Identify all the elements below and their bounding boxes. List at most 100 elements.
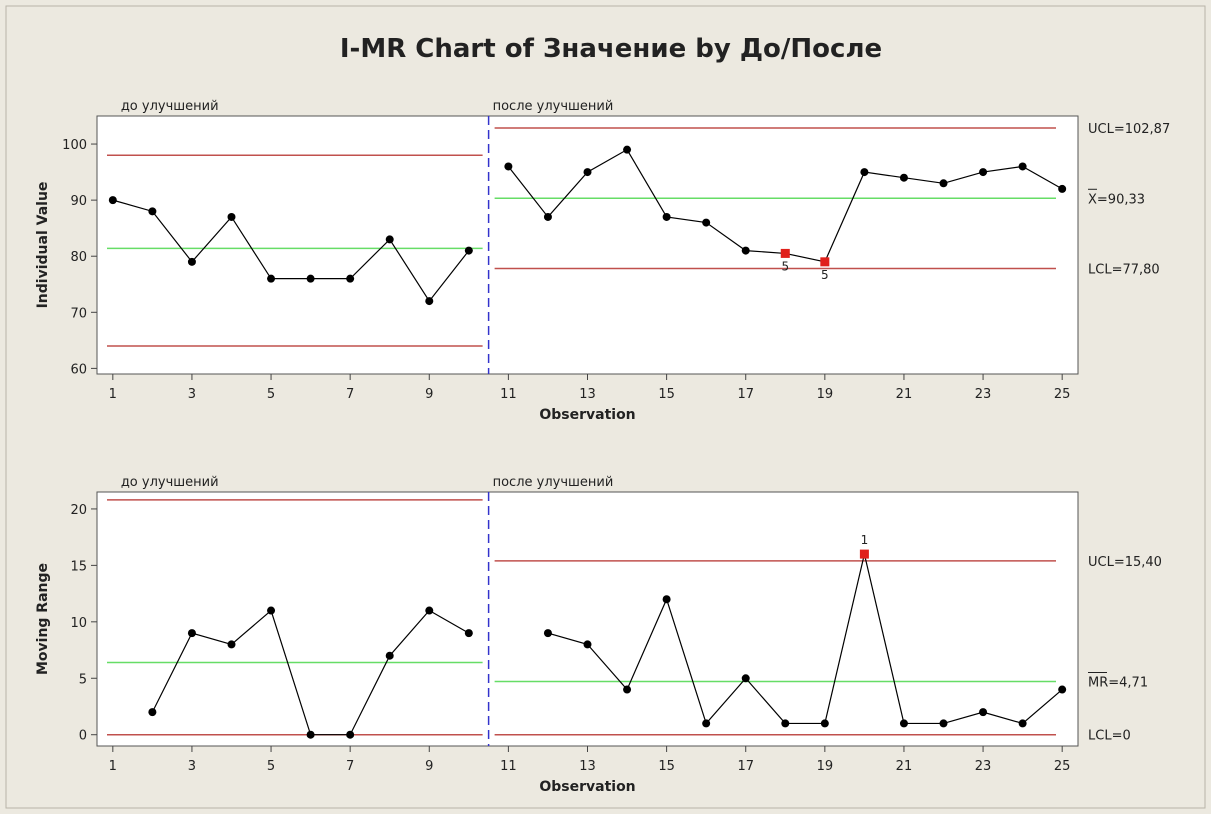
x-tick-label: 5	[267, 759, 275, 774]
y-tick-label: 70	[70, 306, 87, 321]
y-tick-label: 60	[70, 362, 87, 377]
data-point	[346, 274, 355, 283]
data-point	[148, 207, 157, 216]
y-axis-label: Moving Range	[35, 563, 51, 675]
x-tick-label: 25	[1054, 759, 1071, 774]
data-point	[1018, 162, 1027, 171]
chart-border	[5, 5, 1206, 809]
ucl-label: UCL=15,40	[1088, 555, 1162, 570]
ucl-label: UCL=102,87	[1088, 122, 1170, 137]
data-point	[187, 257, 196, 266]
data-point	[385, 651, 394, 660]
stage-label: до улучшений	[121, 99, 219, 114]
data-point	[899, 719, 908, 728]
flag-test-label: 5	[781, 259, 789, 273]
x-tick-label: 7	[346, 759, 354, 774]
y-tick-label: 20	[70, 503, 87, 518]
x-tick-label: 21	[896, 387, 913, 402]
stage-label: до улучшений	[121, 475, 219, 490]
x-tick-label: 23	[975, 759, 992, 774]
data-point	[227, 640, 236, 649]
data-point	[583, 640, 592, 649]
x-tick-label: 9	[425, 387, 433, 402]
data-point	[148, 708, 157, 717]
stage-label: после улучшений	[493, 99, 614, 114]
data-point	[108, 196, 117, 205]
data-point	[1018, 719, 1027, 728]
data-point	[346, 730, 355, 739]
data-point	[543, 212, 552, 221]
x-tick-label: 15	[658, 759, 675, 774]
data-point	[464, 629, 473, 638]
series-line	[112, 199, 470, 303]
x-tick-label: 3	[188, 759, 196, 774]
data-point	[187, 629, 196, 638]
data-point	[504, 162, 513, 171]
data-point	[267, 274, 276, 283]
x-tick-label: 23	[975, 387, 992, 402]
x-tick-label: 11	[500, 759, 517, 774]
data-point	[306, 274, 315, 283]
center-label: X=90,33	[1088, 192, 1145, 207]
data-point	[781, 719, 790, 728]
y-tick-label: 0	[79, 729, 87, 744]
x-tick-label: 25	[1054, 387, 1071, 402]
plot-area	[96, 491, 1079, 747]
y-tick-label: 5	[79, 672, 87, 687]
center-label: MR=4,71	[1088, 676, 1148, 691]
data-point	[306, 730, 315, 739]
chart-title: I-MR Chart of Значение by До/После	[340, 34, 882, 64]
data-point	[899, 173, 908, 182]
data-point	[939, 179, 948, 188]
data-point	[623, 145, 632, 154]
x-tick-label: 7	[346, 387, 354, 402]
x-tick-label: 17	[737, 759, 754, 774]
y-tick-label: 100	[62, 138, 87, 153]
data-point	[543, 629, 552, 638]
x-tick-label: 17	[737, 387, 754, 402]
x-tick-label: 11	[500, 387, 517, 402]
x-tick-label: 9	[425, 759, 433, 774]
data-point	[464, 246, 473, 255]
data-point	[425, 297, 434, 306]
data-point	[979, 168, 988, 177]
data-point	[227, 212, 236, 221]
y-tick-label: 15	[70, 559, 87, 574]
y-tick-label: 80	[70, 250, 87, 265]
stage-label: после улучшений	[493, 475, 614, 490]
lcl-label: LCL=77,80	[1088, 263, 1160, 278]
data-point	[820, 719, 829, 728]
flagged-point	[780, 248, 790, 258]
x-tick-label: 13	[579, 759, 596, 774]
data-point	[1058, 184, 1067, 193]
plot-area	[96, 115, 1079, 375]
flagged-point	[859, 549, 869, 559]
x-tick-label: 5	[267, 387, 275, 402]
x-tick-label: 15	[658, 387, 675, 402]
series-line	[547, 553, 1063, 725]
x-tick-label: 3	[188, 387, 196, 402]
y-axis-label: Individual Value	[35, 182, 51, 309]
data-point	[741, 246, 750, 255]
flag-test-label: 5	[821, 268, 829, 282]
x-tick-label: 19	[817, 759, 834, 774]
data-point	[741, 674, 750, 683]
data-point	[860, 168, 869, 177]
flagged-point	[820, 257, 830, 267]
x-tick-label: 1	[109, 759, 117, 774]
flag-test-label: 1	[861, 533, 869, 547]
data-point	[939, 719, 948, 728]
x-tick-label: 21	[896, 759, 913, 774]
data-point	[702, 719, 711, 728]
data-point	[385, 235, 394, 244]
y-tick-label: 10	[70, 616, 87, 631]
data-point	[1058, 685, 1067, 694]
x-axis-label: Observation	[539, 407, 635, 423]
data-point	[583, 168, 592, 177]
data-point	[979, 708, 988, 717]
x-tick-label: 13	[579, 387, 596, 402]
data-point	[662, 212, 671, 221]
